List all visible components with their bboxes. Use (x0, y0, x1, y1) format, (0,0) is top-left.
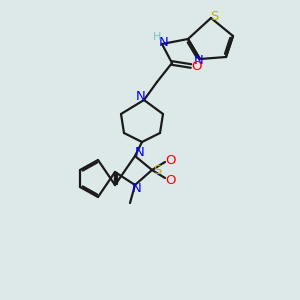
Text: O: O (192, 59, 202, 73)
Text: N: N (135, 146, 145, 160)
Text: N: N (159, 35, 169, 49)
Text: S: S (153, 164, 161, 176)
Text: O: O (165, 173, 175, 187)
Text: S: S (210, 10, 218, 22)
Text: O: O (165, 154, 175, 166)
Text: N: N (194, 55, 204, 68)
Text: N: N (136, 91, 146, 103)
Text: N: N (132, 182, 142, 194)
Text: H: H (153, 32, 161, 42)
